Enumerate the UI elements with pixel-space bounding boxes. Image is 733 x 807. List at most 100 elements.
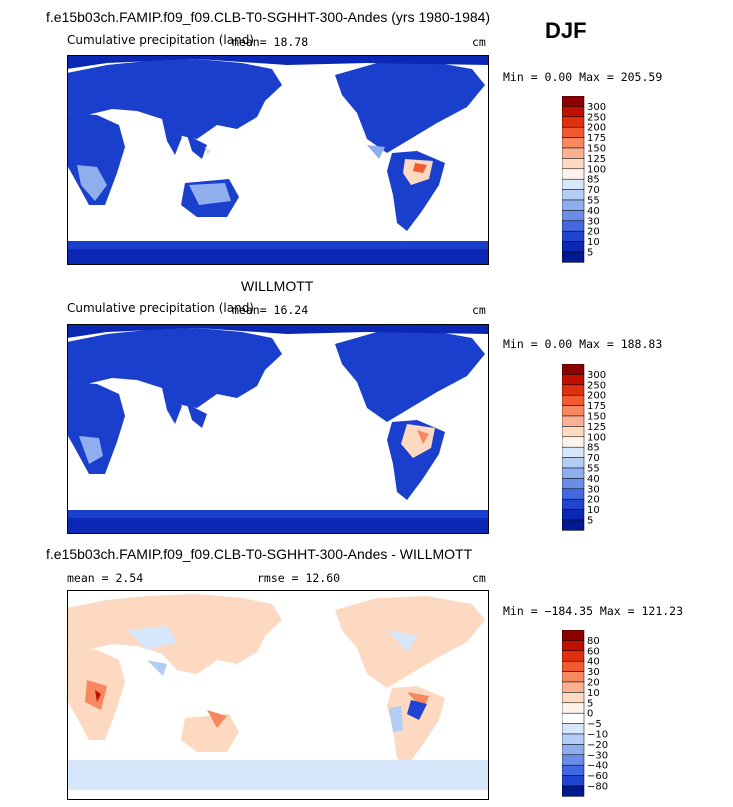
colorbar-swatch	[562, 426, 585, 438]
colorbar-level-label: 150	[587, 144, 606, 155]
colorbar-swatch	[562, 702, 585, 714]
panel2-mean: mean= 16.24	[232, 303, 309, 317]
colorbar-swatch	[562, 241, 585, 253]
colorbar-swatch	[562, 394, 585, 406]
colorbar-swatch	[562, 168, 585, 180]
colorbar-level-label: 20	[587, 227, 600, 238]
colorbar-swatch	[562, 775, 585, 787]
colorbar-level-label: 85	[587, 175, 600, 186]
panel1-map	[67, 55, 489, 265]
colorbar-level-label: 85	[587, 443, 600, 454]
colorbar-level-label: 5	[587, 698, 593, 709]
colorbar-level-label: 200	[587, 123, 606, 134]
colorbar-level-label: 175	[587, 133, 606, 144]
colorbar-level-label: 10	[587, 688, 600, 699]
colorbar-level-label: −40	[587, 761, 608, 772]
colorbar-level-label: 55	[587, 196, 600, 207]
colorbar-swatch	[562, 733, 585, 745]
colorbar-swatch	[562, 446, 585, 458]
colorbar-swatch	[562, 374, 585, 386]
colorbar-swatch	[562, 478, 585, 490]
colorbar-level-label: −10	[587, 730, 608, 741]
colorbar-level-label: 125	[587, 422, 606, 433]
colorbar-level-label: 20	[587, 678, 600, 689]
colorbar-level-label: 5	[587, 248, 593, 259]
colorbar-swatch	[562, 137, 585, 149]
colorbar-level-label: −80	[587, 782, 608, 793]
colorbar-level-label: 200	[587, 391, 606, 402]
colorbar-level-label: 30	[587, 216, 600, 227]
colorbar-swatch	[562, 457, 585, 469]
colorbar-swatch	[562, 364, 585, 375]
panel2-minmax: Min = 0.00 Max = 188.83	[503, 337, 663, 351]
panel3-minmax: Min = −184.35 Max = 121.23	[503, 604, 684, 618]
colorbar-swatch	[562, 754, 585, 766]
colorbar-level-label: 100	[587, 432, 606, 443]
colorbar-swatch	[562, 640, 585, 652]
colorbar-swatch	[562, 509, 585, 521]
panel2-variable-label: Cumulative precipitation (land)	[67, 301, 254, 315]
colorbar-swatch	[562, 519, 585, 531]
panel3-mean: mean = 2.54	[67, 571, 144, 585]
colorbar-level-label: 10	[587, 237, 600, 248]
colorbar-level-label: 30	[587, 667, 600, 678]
colorbar-swatch	[562, 251, 585, 263]
panel3-units: cm	[472, 571, 486, 585]
colorbar-level-label: 175	[587, 401, 606, 412]
colorbar-swatch	[562, 712, 585, 724]
colorbar-level-label: 250	[587, 380, 606, 391]
colorbar-level-label: 80	[587, 636, 600, 647]
colorbar-swatch	[562, 189, 585, 201]
colorbar-level-label: 150	[587, 412, 606, 423]
colorbar-swatch	[562, 498, 585, 510]
panel2-units: cm	[472, 303, 486, 317]
panel1-mean: mean= 18.78	[232, 35, 309, 49]
panel3-title: f.e15b03ch.FAMIP.f09_f09.CLB-T0-SGHHT-30…	[46, 546, 473, 562]
colorbar-level-label: 100	[587, 164, 606, 175]
colorbar-level-label: −60	[587, 771, 608, 782]
colorbar-swatch	[562, 630, 585, 641]
colorbar-level-label: 300	[587, 102, 606, 113]
colorbar-swatch	[562, 147, 585, 159]
panel3-map	[67, 590, 489, 800]
colorbar-swatch	[562, 723, 585, 735]
colorbar-swatch	[562, 126, 585, 138]
colorbar-level-label: 0	[587, 709, 593, 720]
colorbar-level-label: −5	[587, 719, 602, 730]
colorbar-swatch	[562, 210, 585, 222]
colorbar-swatch	[562, 384, 585, 396]
colorbar-swatch	[562, 692, 585, 704]
colorbar-swatch	[562, 96, 585, 107]
colorbar-level-label: 30	[587, 484, 600, 495]
colorbar-swatch	[562, 650, 585, 662]
colorbar-swatch	[562, 744, 585, 756]
colorbar-level-label: 40	[587, 474, 600, 485]
panel1-units: cm	[472, 35, 486, 49]
colorbar-swatch	[562, 467, 585, 479]
colorbar-level-label: 20	[587, 495, 600, 506]
colorbar-swatch	[562, 178, 585, 190]
colorbar-swatch	[562, 220, 585, 232]
colorbar-swatch	[562, 671, 585, 683]
colorbar-level-label: 250	[587, 112, 606, 123]
panel1-variable-label: Cumulative precipitation (land)	[67, 33, 254, 47]
colorbar-level-label: 60	[587, 646, 600, 657]
colorbar-level-label: 125	[587, 154, 606, 165]
colorbar-level-label: 5	[587, 516, 593, 527]
colorbar-swatch	[562, 106, 585, 118]
season-label: DJF	[545, 18, 587, 43]
panel2-map	[67, 324, 489, 534]
colorbar-level-label: 300	[587, 370, 606, 381]
colorbar-level-label: −30	[587, 750, 608, 761]
colorbar-swatch	[562, 405, 585, 417]
colorbar-swatch	[562, 158, 585, 170]
panel2-title: WILLMOTT	[241, 278, 314, 294]
colorbar-level-label: 70	[587, 453, 600, 464]
colorbar-swatch	[562, 681, 585, 693]
colorbar-level-label: 10	[587, 505, 600, 516]
colorbar-level-label: 40	[587, 206, 600, 217]
colorbar-swatch	[562, 660, 585, 672]
